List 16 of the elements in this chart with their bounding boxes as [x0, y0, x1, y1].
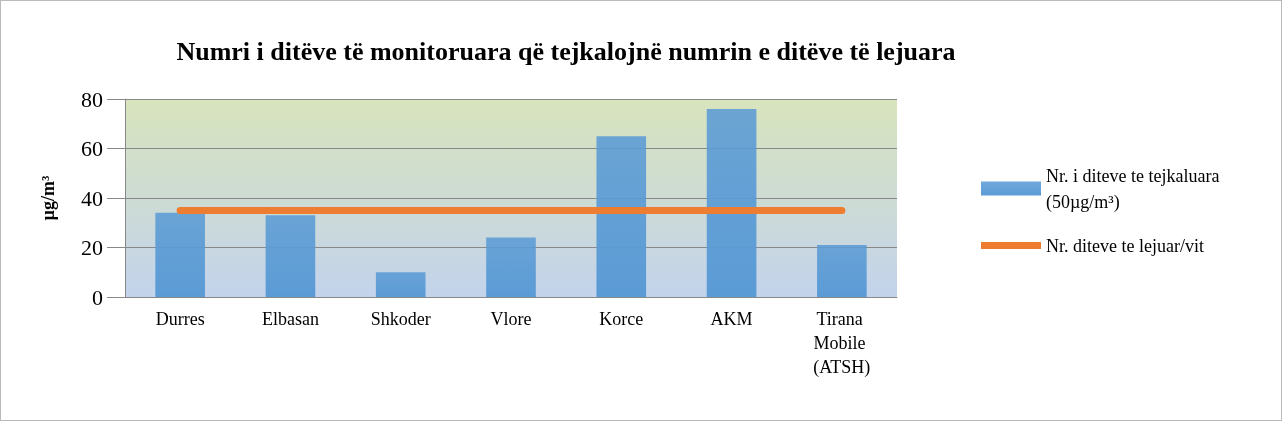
legend-label: Nr. diteve te lejuar/vit — [1046, 235, 1204, 256]
x-tick-label: Durres — [155, 309, 205, 329]
x-tick-label: Elbasan — [261, 309, 319, 329]
x-tick-label: Vlore — [490, 309, 532, 329]
y-tick-label: 80 — [81, 86, 103, 112]
y-tick-label: 40 — [81, 185, 103, 211]
x-tick-label: AKM — [710, 309, 753, 329]
y-tick-label: 0 — [92, 284, 103, 310]
x-tick-label: Tirana Mobile (ATSH) — [813, 309, 871, 378]
x-tick-label: Shkoder — [370, 309, 431, 329]
x-tick-label: Korce — [599, 309, 644, 329]
y-axis-title: µg/m³ — [38, 175, 58, 221]
chart-title: Numri i ditëve të monitoruara që tejkalojnë numrin e ditëve të lejuara — [176, 36, 956, 66]
y-tick-label: 60 — [81, 136, 103, 161]
legend-label: Nr. i diteve te tejkaluara (50µg/m³) — [1046, 165, 1224, 213]
y-tick-label: 20 — [81, 235, 103, 260]
